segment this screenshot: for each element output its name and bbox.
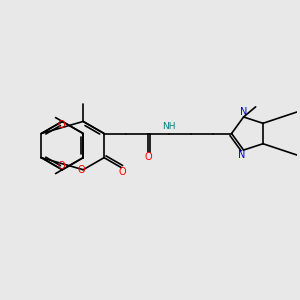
Text: N: N bbox=[240, 107, 247, 117]
Text: O: O bbox=[58, 120, 65, 130]
Text: NH: NH bbox=[163, 122, 176, 131]
Text: N: N bbox=[238, 150, 246, 160]
Text: O: O bbox=[78, 165, 85, 175]
Text: O: O bbox=[118, 167, 126, 177]
Text: O: O bbox=[144, 152, 152, 162]
Text: O: O bbox=[58, 161, 65, 171]
